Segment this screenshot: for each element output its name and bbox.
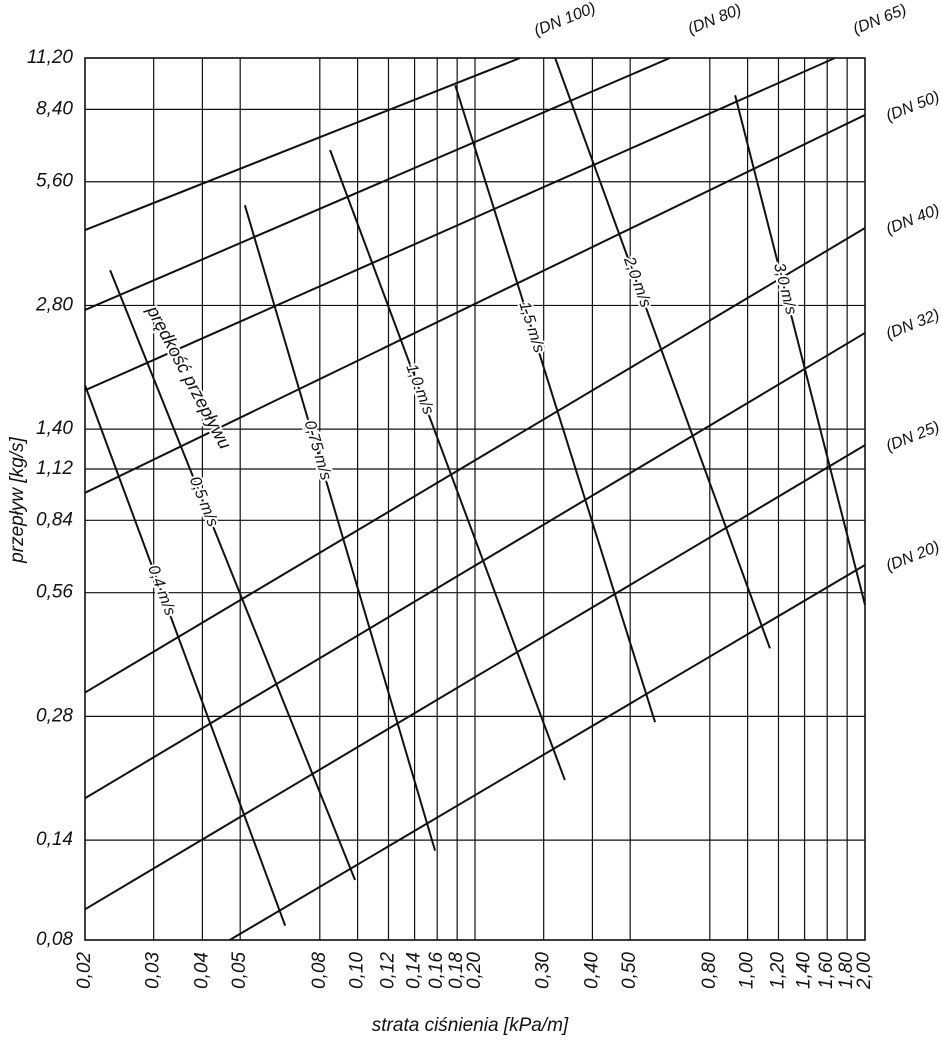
y-tick-label: 2,80 <box>35 294 73 315</box>
series-line <box>84 227 866 694</box>
series-label: (DN 50) <box>884 88 942 125</box>
series-line <box>84 444 866 911</box>
x-tick-label: 0,40 <box>581 952 602 989</box>
series-label: (DN 80) <box>686 1 744 38</box>
series-label: (DN 20) <box>884 538 942 575</box>
series-label: (DN 25) <box>884 419 942 456</box>
series-label: 1,5 m/s <box>515 300 547 355</box>
x-tick-label: 0,05 <box>229 952 250 989</box>
x-tick-label: 0,14 <box>404 952 425 989</box>
series-label: (DN 40) <box>884 201 942 238</box>
y-axis-label: przepływ [kg/s] <box>7 436 28 563</box>
series-label: (DN 65) <box>851 1 909 38</box>
series-line <box>84 57 836 392</box>
series-line <box>84 57 671 311</box>
x-tick-label: 1,80 <box>836 952 857 989</box>
x-tick-label: 0,02 <box>74 952 95 989</box>
series-line <box>734 95 866 606</box>
series-line <box>84 57 521 232</box>
x-tick-label: 0,30 <box>533 952 554 989</box>
x-tick-label: 0,10 <box>347 952 368 989</box>
x-axis-label: strata ciśnienia [kPa/m] <box>372 1015 569 1036</box>
series-label: 0,75 m/s <box>301 419 335 483</box>
series-line <box>454 85 656 723</box>
x-tick-label: 1,60 <box>816 952 837 989</box>
series-label: 0,5 m/s <box>186 474 221 529</box>
x-tick-label: 0,20 <box>464 952 485 989</box>
series-line <box>554 57 771 649</box>
series-line <box>84 384 287 926</box>
y-tick-label: 0,84 <box>36 509 73 530</box>
series-line <box>243 204 437 851</box>
x-tick-label: 0,50 <box>619 952 640 989</box>
x-tick-label: 1,00 <box>737 952 758 989</box>
y-tick-label: 5,60 <box>36 171 73 192</box>
y-tick-label: 11,20 <box>27 47 74 68</box>
series-line <box>229 564 866 941</box>
y-tick-label: 8,40 <box>36 98 73 119</box>
x-tick-label: 0,80 <box>699 952 720 989</box>
x-tick-label: 0,18 <box>446 952 467 989</box>
series-label: 2,0 m/s <box>620 254 654 310</box>
series-line <box>84 114 866 494</box>
series-label: 1,0 m/s <box>402 362 436 417</box>
series-label: (DN 100) <box>532 0 599 40</box>
x-tick-label: 0,03 <box>143 952 164 989</box>
series-label: (DN 32) <box>884 306 942 343</box>
y-tick-label: 0,08 <box>36 929 73 950</box>
x-tick-label: 0,12 <box>377 952 398 989</box>
x-tick-label: 2,00 <box>854 952 875 990</box>
y-tick-label: 0,14 <box>36 829 73 850</box>
y-tick-label: 1,12 <box>36 458 73 479</box>
x-tick-label: 0,04 <box>191 952 212 989</box>
series-line <box>329 149 566 781</box>
x-tick-label: 0,08 <box>309 952 330 989</box>
y-tick-label: 0,28 <box>36 705 73 726</box>
series-label: 0,4 m/s <box>144 563 178 618</box>
y-tick-label: 0,56 <box>36 582 73 603</box>
x-tick-label: 1,20 <box>767 952 788 989</box>
series-line <box>109 269 356 881</box>
x-tick-label: 1,40 <box>794 952 815 989</box>
x-tick-label: 0,16 <box>426 952 447 989</box>
y-tick-label: 1,40 <box>36 418 73 439</box>
series-line <box>84 332 866 800</box>
